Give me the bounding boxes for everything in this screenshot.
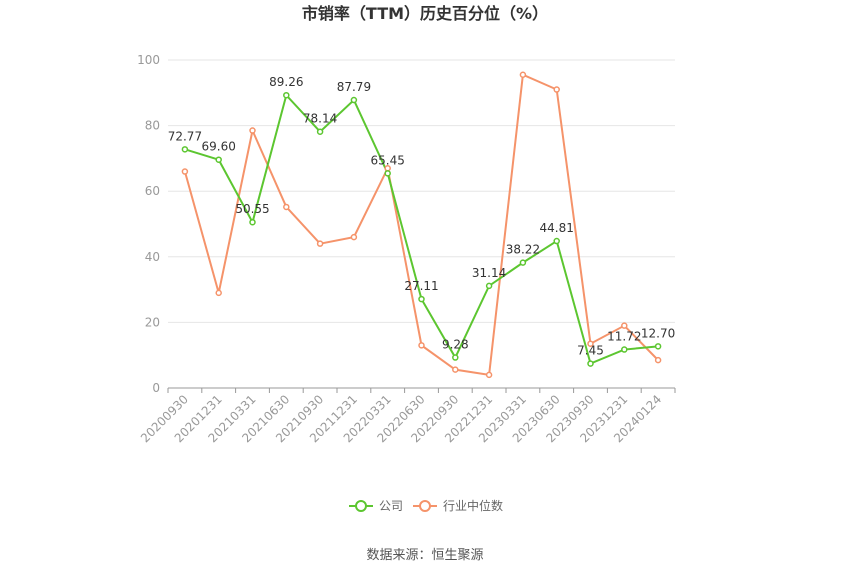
data-point-company[interactable] — [621, 346, 628, 353]
y-axis: 0 20 40 60 80 100 — [137, 53, 160, 395]
data-point-industry-median[interactable] — [350, 233, 358, 241]
source-note: 数据来源：恒生聚源 — [366, 548, 483, 563]
data-point-company[interactable] — [485, 282, 493, 290]
data-label-company: 72.77 — [168, 129, 202, 143]
data-label-company: 65.45 — [371, 153, 405, 167]
data-point-industry-median[interactable] — [553, 86, 560, 93]
data-point-industry-median[interactable] — [587, 340, 594, 347]
legend-industry-marker — [419, 500, 431, 512]
data-point-industry-median[interactable] — [654, 356, 662, 364]
data-point-industry-median[interactable] — [621, 322, 628, 329]
data-point-company[interactable] — [553, 237, 560, 245]
series-line-industry-median — [183, 73, 659, 377]
data-point-company[interactable] — [452, 354, 459, 361]
x-axis: 2020093020201231202103312021063020210930… — [138, 387, 676, 445]
series-lines — [183, 73, 659, 377]
data-label-company: 89.26 — [269, 75, 303, 89]
data-label-company: 38.22 — [506, 243, 540, 257]
data-point-industry-median[interactable] — [249, 127, 256, 134]
data-point-company[interactable] — [519, 259, 527, 266]
legend-item-industry-median[interactable]: 行业中位数 — [413, 498, 503, 513]
series-points — [181, 71, 662, 379]
legend-industry-label: 行业中位数 — [443, 498, 503, 513]
data-point-company[interactable] — [316, 128, 324, 135]
data-point-industry-median[interactable] — [316, 240, 324, 247]
data-label-company: 11.72 — [607, 330, 641, 344]
chart-title: 市销率（TTM）历史百分位（%） — [302, 4, 548, 23]
data-point-industry-median[interactable] — [519, 71, 527, 79]
data-label-company: 7.45 — [577, 344, 604, 358]
data-point-industry-median[interactable] — [283, 203, 290, 211]
data-point-company[interactable] — [283, 91, 290, 99]
data-label-company: 78.14 — [303, 112, 337, 126]
data-point-company[interactable] — [249, 218, 256, 226]
data-point-company[interactable] — [418, 295, 425, 303]
y-tick-label: 0 — [152, 381, 160, 395]
data-point-company[interactable] — [384, 170, 391, 177]
data-label-company: 44.81 — [540, 221, 574, 235]
data-point-industry-median[interactable] — [418, 342, 425, 349]
data-label-company: 31.14 — [472, 266, 506, 280]
legend-company-label: 公司 — [379, 499, 403, 513]
data-point-company[interactable] — [215, 156, 222, 163]
y-tick-label: 60 — [145, 184, 160, 198]
legend-company-marker — [355, 500, 367, 512]
data-label-company: 50.55 — [235, 202, 269, 216]
data-label-company: 87.79 — [337, 80, 371, 94]
legend-item-company[interactable]: 公司 — [349, 499, 403, 513]
legend[interactable]: 公司 行业中位数 — [349, 498, 503, 513]
y-tick-label: 20 — [145, 315, 160, 329]
y-tick-label: 40 — [145, 250, 160, 264]
data-label-company: 9.28 — [442, 338, 469, 352]
data-label-company: 69.60 — [202, 140, 236, 154]
y-tick-label: 80 — [145, 119, 160, 133]
data-point-industry-median[interactable] — [215, 289, 222, 297]
data-label-company: 27.11 — [404, 279, 438, 293]
data-point-company[interactable] — [587, 360, 594, 367]
data-point-industry-median[interactable] — [485, 371, 493, 379]
data-label-company: 12.70 — [641, 326, 675, 340]
data-point-industry-median[interactable] — [181, 168, 189, 175]
data-point-industry-median[interactable] — [452, 366, 459, 373]
y-tick-label: 100 — [137, 53, 160, 67]
data-point-company[interactable] — [654, 343, 662, 350]
data-point-company[interactable] — [181, 146, 189, 153]
data-point-company[interactable] — [350, 96, 358, 104]
